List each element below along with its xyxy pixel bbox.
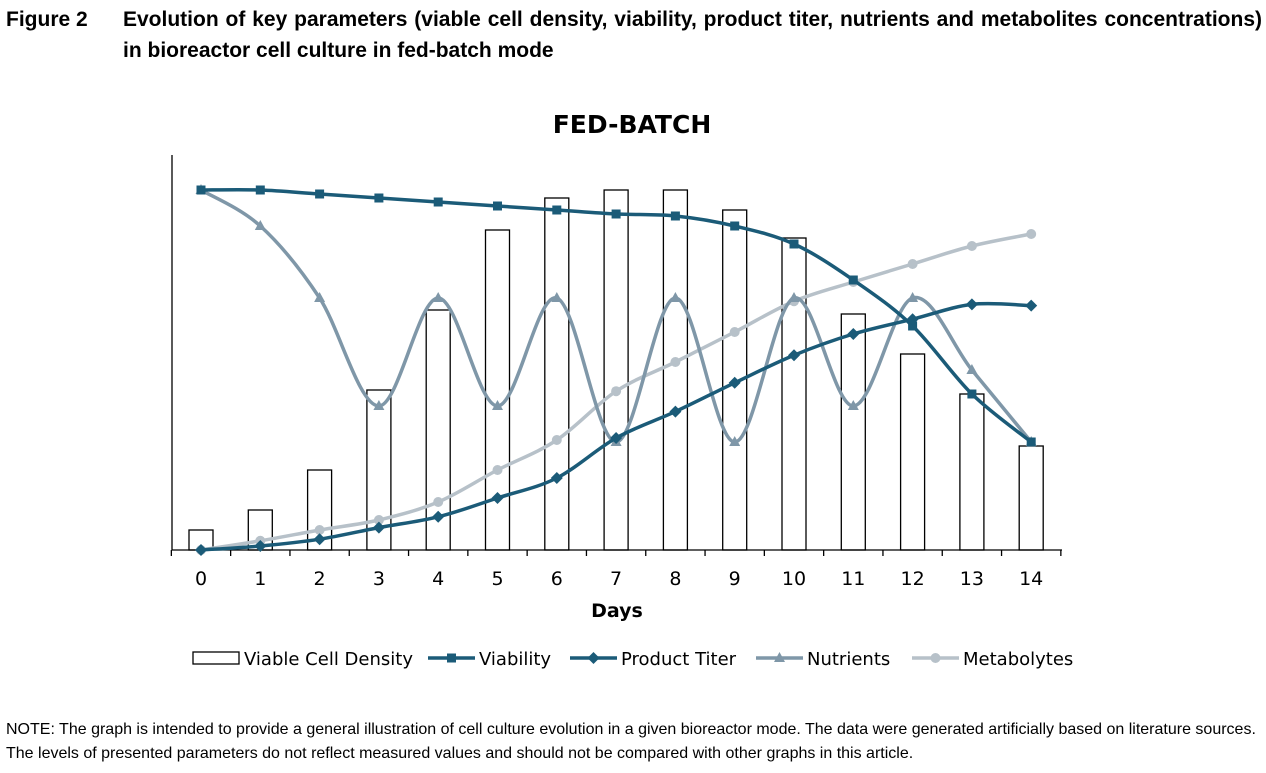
viability-point-8 — [670, 211, 680, 221]
x-tick-label-12: 12 — [901, 568, 925, 590]
nutrients-point-6 — [551, 292, 563, 302]
bar-day-10 — [781, 237, 807, 551]
bar-day-4 — [425, 309, 451, 551]
metabolytes-point-13 — [966, 241, 977, 251]
product-titer-point-4 — [432, 510, 445, 523]
figure-caption: Evolution of key parameters (viable cell… — [123, 8, 1262, 62]
metabolytes-point-3 — [373, 515, 384, 525]
nutrients-point-1 — [254, 220, 266, 230]
metabolytes-point-14 — [1026, 229, 1037, 239]
x-tick-label-9: 9 — [729, 568, 741, 590]
metabolytes-point-5 — [492, 465, 503, 475]
x-tick-label-13: 13 — [960, 568, 984, 590]
metabolytes-point-12 — [907, 259, 918, 269]
legend-label-viable-cell-density: Viable Cell Density — [244, 649, 413, 670]
legend-marker-metabolytes — [930, 653, 941, 663]
metabolytes-point-7 — [611, 386, 622, 397]
legend-marker-nutrients — [774, 652, 785, 662]
nutrients-point-11 — [847, 400, 859, 410]
bar-day-11 — [840, 313, 866, 551]
metabolytes-point-2 — [314, 525, 325, 535]
metabolytes-point-9 — [729, 327, 740, 337]
viability-point-3 — [374, 193, 384, 203]
x-tick-label-2: 2 — [314, 568, 326, 590]
product-titer-point-6 — [550, 472, 563, 484]
product-titer-point-9 — [728, 376, 741, 389]
product-titer-point-13 — [965, 298, 978, 311]
nutrients-line — [199, 188, 1033, 444]
product-titer-point-12 — [906, 313, 919, 326]
product-titer-point-5 — [491, 492, 504, 504]
figure-note: NOTE: The graph is intended to provide a… — [6, 721, 1256, 762]
product-titer-point-14 — [1025, 299, 1038, 312]
legend-label-metabolytes: Metabolytes — [963, 649, 1073, 670]
bar-day-8 — [662, 189, 689, 551]
nutrients-point-8 — [669, 292, 681, 302]
legend-marker-product-titer — [587, 652, 600, 664]
nutrients-point-3 — [373, 400, 385, 410]
nutrients-point-12 — [907, 292, 919, 302]
viability-point-12 — [908, 321, 918, 331]
product-titer-point-8 — [669, 405, 682, 418]
nutrients-point-10 — [788, 292, 800, 302]
nutrients-point-4 — [432, 292, 444, 302]
viability-point-9 — [730, 221, 740, 231]
metabolytes-point-6 — [551, 435, 562, 445]
viability-point-7 — [611, 209, 621, 219]
legend-label-nutrients: Nutrients — [807, 649, 890, 670]
viability-point-10 — [789, 239, 799, 249]
viability-point-13 — [967, 389, 977, 399]
legend-label-viability: Viability — [479, 649, 551, 670]
x-tick-label-11: 11 — [841, 568, 865, 590]
legend-marker-viability — [447, 653, 456, 663]
product-titer-point-7 — [610, 432, 623, 444]
viability-point-2 — [315, 189, 325, 199]
metabolytes-point-8 — [670, 357, 681, 367]
figure-label: Figure 2 — [6, 8, 88, 31]
x-tick-label-5: 5 — [491, 568, 503, 590]
nutrients-point-9 — [729, 436, 741, 446]
x-tick-label-1: 1 — [254, 568, 266, 590]
product-titer-point-10 — [788, 349, 800, 362]
product-titer-point-0 — [195, 544, 207, 556]
legend-label-product-titer: Product Titer — [621, 649, 737, 670]
bar-day-6 — [544, 197, 570, 551]
bar-day-7 — [603, 189, 629, 551]
nutrients-point-2 — [314, 292, 326, 302]
x-tick-label-10: 10 — [782, 568, 806, 590]
viability-point-4 — [433, 197, 443, 207]
product-titer-point-1 — [254, 540, 267, 552]
product-titer-point-3 — [372, 521, 385, 534]
x-tick-label-6: 6 — [551, 568, 563, 590]
bar-day-12 — [899, 353, 926, 551]
x-tick-label-8: 8 — [669, 568, 681, 590]
metabolytes-point-4 — [433, 497, 444, 507]
nutrients-point-5 — [492, 400, 503, 410]
product-titer-point-2 — [313, 533, 326, 546]
viability-point-11 — [848, 275, 858, 285]
x-tick-label-7: 7 — [610, 568, 622, 590]
bar-day-13 — [959, 393, 985, 551]
legend-swatch-viable-cell-density — [192, 651, 240, 665]
chart-title: FED-BATCH — [553, 110, 712, 139]
viability-point-0 — [196, 185, 206, 195]
viability-point-5 — [493, 201, 502, 211]
x-tick-label-4: 4 — [432, 568, 444, 590]
viability-point-14 — [1026, 437, 1036, 447]
viability-point-6 — [552, 205, 562, 215]
x-tick-label-3: 3 — [373, 568, 385, 590]
product-titer-point-11 — [847, 328, 860, 340]
nutrients-point-13 — [966, 364, 978, 374]
x-axis-label: Days — [591, 600, 643, 622]
viability-point-1 — [255, 185, 265, 195]
bar-day-14 — [1018, 445, 1044, 551]
x-tick-label-14: 14 — [1019, 568, 1043, 590]
x-tick-label-0: 0 — [195, 568, 207, 590]
